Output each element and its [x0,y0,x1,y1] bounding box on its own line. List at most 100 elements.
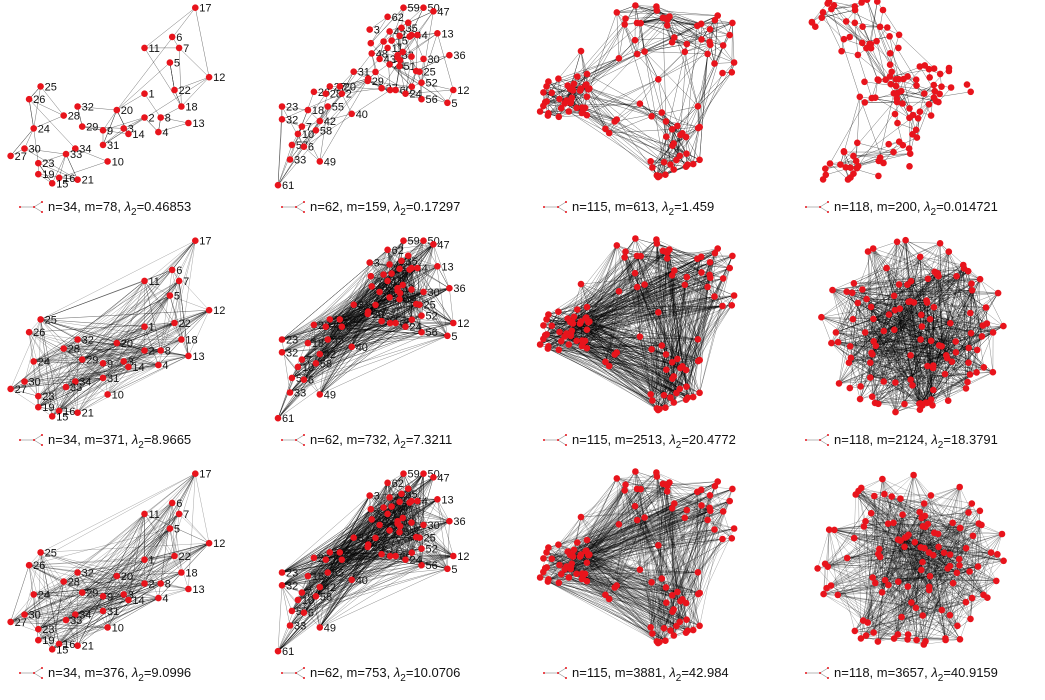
graph-node [412,533,420,541]
node-label: 20 [344,547,356,559]
nodes [808,0,974,183]
node-label: 51 [404,61,416,73]
node-label: 29 [86,588,98,600]
graph-node [72,611,79,618]
graph-node [586,551,593,558]
node-label: 52 [426,311,438,323]
graph-node [72,378,79,385]
graph-node [856,93,864,101]
node-label: 11 [392,43,403,55]
legend-glyph-icon [19,667,43,679]
graph-node [660,158,668,166]
graph-node [141,90,148,97]
graph-node [668,592,676,599]
graph-node [934,530,942,538]
node-label: 13 [441,494,453,506]
node-label: 8 [165,579,171,591]
graph-node [25,95,33,103]
graph-panel-r2c3: n=115, m=2513, λ2=20.4772 [536,235,738,451]
node-label: 3 [374,258,380,270]
graph-node [62,616,70,624]
legend-glyph-icon [805,201,829,213]
graph-node [326,316,334,323]
legend-glyph-icon [805,667,829,679]
graph-node [615,288,623,295]
graph-node [922,638,929,645]
graph-node [872,579,879,587]
graph-node [660,391,668,399]
node-label: 33 [70,615,82,627]
graph-node [555,579,563,587]
node-label: 51 [404,294,416,306]
graph-node [854,139,861,147]
graph-node [868,94,876,102]
graph-node [35,392,42,400]
caption-lambda-sub: 2 [938,440,944,451]
graph-node [828,339,835,347]
graph-node [978,521,985,529]
graph-node [615,521,623,528]
graph-node [677,364,684,372]
graph-node [982,304,990,311]
graph-node [883,264,890,272]
graph-node [823,584,830,592]
caption-nm: n=62, m=159, [310,199,394,214]
graph-node [548,89,556,97]
graph-node [543,549,550,556]
graph-node [574,539,581,546]
graph-node [925,101,933,108]
graph-node [719,302,726,310]
node-label: 18 [312,105,324,117]
graph-node [570,313,578,321]
graph-node [613,475,621,482]
graph-node [949,579,957,587]
graph-node [663,599,670,606]
graph-node [846,384,854,392]
graph-node [938,83,945,90]
node-label: 21 [82,175,94,187]
graph-node [856,395,864,403]
graph-node [55,174,63,182]
node-label: 8 [165,113,171,125]
graph-node [966,371,974,378]
graph-node [967,615,974,623]
node-label: 3 [374,491,380,503]
graph-node [141,114,148,121]
graph-node [400,4,407,11]
graph-node [933,271,941,279]
graph-node [808,18,816,26]
graph-node [840,35,848,43]
graph-node [850,152,857,160]
graph-node [909,131,916,138]
graph-node [829,286,836,294]
node-label: 33 [294,388,306,400]
graph-node [348,576,356,584]
caption-lambda: λ [393,665,400,680]
node-label: 32 [82,335,94,347]
node-label: 10 [302,129,314,141]
graph-node [853,164,861,172]
graph-node [954,622,961,630]
caption-nm: n=115, m=2513, [572,432,669,447]
caption-lambda: λ [930,665,937,680]
graph-node [583,303,591,311]
graph-node [912,76,920,83]
graph-node [963,81,971,88]
graph-node [141,580,148,587]
graph-node [175,277,183,285]
graph-node [574,306,581,313]
graph-node [926,572,934,580]
graph-node [286,389,294,396]
graph-node [386,294,393,301]
graph-node [929,402,936,409]
graph-node [396,498,403,506]
node-label: 11 [392,276,403,288]
graph-node [711,16,719,24]
node-label: 31 [107,373,119,385]
caption-lambda: λ [393,199,400,214]
graph-node [171,552,178,560]
graph-node [880,159,887,167]
panel-caption: n=34, m=371, λ2=8.9665 [48,432,191,451]
graph-node [402,556,409,563]
